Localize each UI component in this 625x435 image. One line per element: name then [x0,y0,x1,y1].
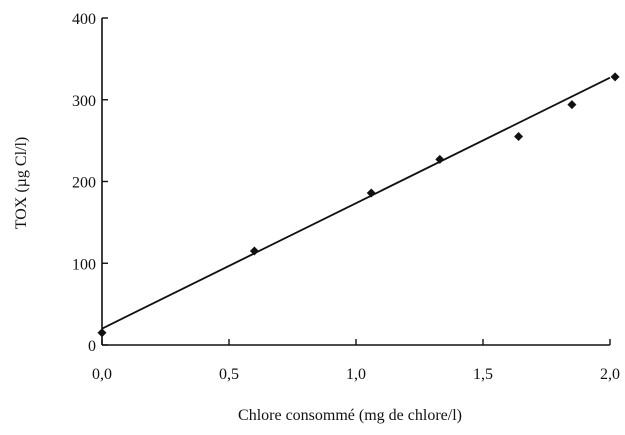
x-tick-label: 1,0 [346,366,366,383]
y-tick-label: 100 [72,256,96,273]
trendline-group [101,76,611,330]
trendline [101,76,611,330]
data-point [610,72,620,82]
x-tick-label: 1,5 [473,366,493,383]
data-point [249,246,259,256]
y-tick-label: 400 [72,11,96,28]
y-axis-title: TOX (µg Cl/l) [13,137,30,229]
x-tick-label: 2,0 [600,366,620,383]
y-tick-label: 300 [72,93,96,110]
data-points [97,72,620,338]
ticks: 0,0 0,5 1,0 1,5 2,0 0 100 200 300 400 [72,11,620,383]
data-point [97,328,107,338]
x-tick-label: 0,5 [219,366,239,383]
data-point [514,132,524,142]
axes [101,18,610,346]
y-tick-label: 200 [72,175,96,192]
y-tick-label: 0 [88,338,96,355]
data-point [567,100,577,110]
data-point [366,188,376,198]
data-point [435,154,445,164]
x-axis-title: Chlore consommé (mg de chlore/l) [238,407,462,424]
x-tick-label: 0,0 [92,366,112,383]
